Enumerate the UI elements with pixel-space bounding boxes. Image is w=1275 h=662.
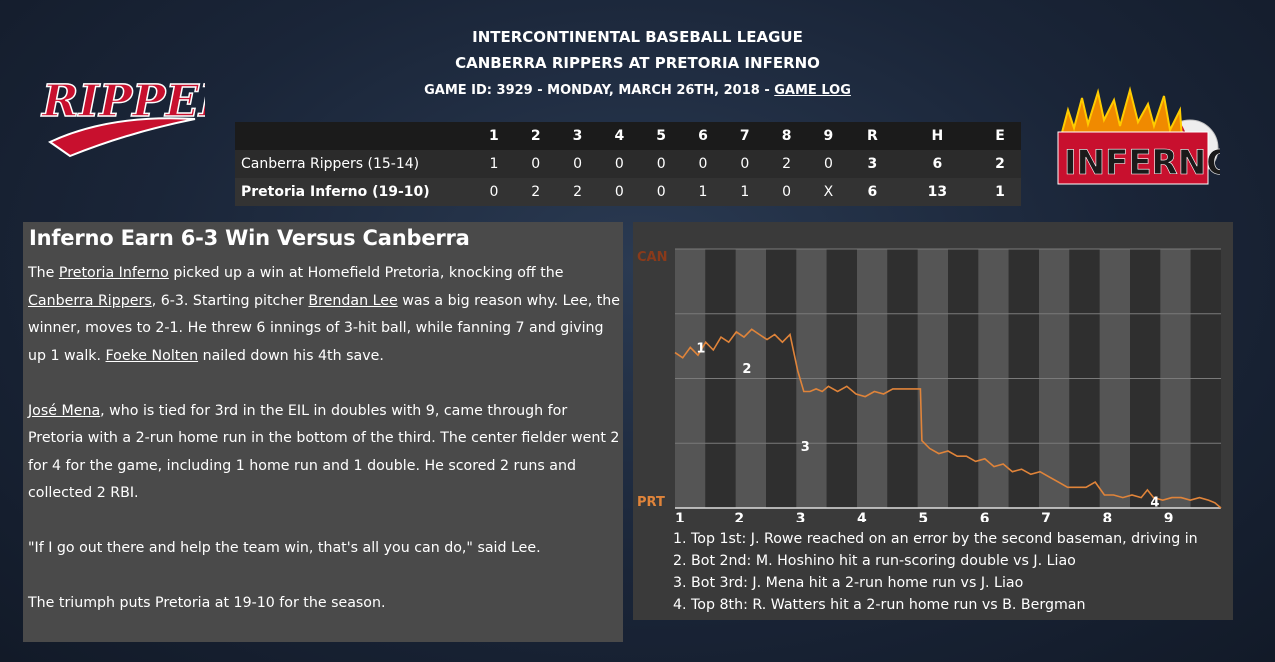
inning-score: 0 xyxy=(614,156,624,172)
game-story-panel: Inferno Earn 6-3 Win Versus Canberra The… xyxy=(23,222,623,642)
inning-score: 0 xyxy=(573,156,582,172)
story-text: nailed down his 4th save. xyxy=(198,347,384,364)
inning-score: 2 xyxy=(782,156,792,172)
inning-score: X xyxy=(823,184,834,200)
inning-header: 2 xyxy=(514,122,557,150)
inferno-logo: INFERNO xyxy=(1057,86,1220,185)
runs-total: 3 xyxy=(867,156,878,172)
game-header: INTERCONTINENTAL BASEBALL LEAGUE CANBERR… xyxy=(0,24,1275,106)
event-marker: 4 xyxy=(1150,496,1159,511)
win-probability-panel: CAN PRT 1 2 3 4 1 2 3 4 5 6 7 8 9 1. Top 1st: J. Rowe … xyxy=(633,222,1233,620)
story-body: The Pretoria Inferno picked up a win at … xyxy=(28,260,623,645)
inning-header: 7 xyxy=(723,122,766,150)
story-paragraph: "If I go out there and help the team win… xyxy=(28,540,541,556)
inning-tick-label: 6 xyxy=(980,511,990,522)
note-item: 2. Bot 2nd: M. Hoshino hit a run-scoring… xyxy=(673,553,1076,569)
story-text: , 6-3. Starting pitcher xyxy=(151,292,309,309)
matchup-title: CANBERRA RIPPERS AT PRETORIA INFERNO xyxy=(455,54,820,72)
errors-total: 1 xyxy=(995,184,1005,200)
inning-tick-label: 9 xyxy=(1164,511,1174,522)
inning-score: 0 xyxy=(782,184,792,200)
rippers-logo-text: RIPPERS xyxy=(40,76,205,127)
inning-header: 5 xyxy=(640,122,683,150)
note-item: 4. Top 8th: R. Watters hit a 2-run home … xyxy=(673,597,1086,613)
inning-header: 6 xyxy=(682,122,724,150)
linescore-row-home: Pretoria Inferno (19-10) 0 2 2 0 0 1 1 0… xyxy=(235,178,1021,206)
inning-header: 4 xyxy=(598,122,641,150)
inning-score: 0 xyxy=(698,156,708,172)
hits-header: H xyxy=(895,122,980,150)
story-text: , who is tied for 3rd in the EIL in doub… xyxy=(28,402,620,502)
game-log-link[interactable]: GAME LOG xyxy=(774,83,851,98)
inning-header: 3 xyxy=(556,122,599,150)
inning-score: 2 xyxy=(531,184,541,200)
event-marker: 3 xyxy=(801,440,810,455)
inning-tick-label: 3 xyxy=(796,511,806,522)
hits-total: 6 xyxy=(932,156,943,172)
linescore-row-away: Canberra Rippers (15-14) 1 0 0 0 0 0 0 2… xyxy=(235,150,1021,178)
inning-tick-label: 7 xyxy=(1041,511,1051,522)
inning-tick-label: 2 xyxy=(734,511,744,522)
story-text: picked up a win at Homefield Pretoria, k… xyxy=(168,265,564,281)
team-link-inferno[interactable]: Pretoria Inferno xyxy=(58,265,169,281)
runs-total: 6 xyxy=(867,184,878,200)
linescore-header-row: 1 2 3 4 5 6 7 8 9 R H E xyxy=(235,122,1021,150)
inning-tick-label: 8 xyxy=(1102,511,1112,522)
errors-total: 2 xyxy=(995,156,1005,172)
story-paragraph: The Pretoria Inferno picked up a win at … xyxy=(28,260,623,370)
rippers-logo: RIPPERS xyxy=(39,75,205,158)
inning-score: 0 xyxy=(489,184,499,200)
story-text: was a big reason why. Lee, the winner, m… xyxy=(28,292,621,364)
inning-score: 1 xyxy=(489,156,499,172)
win-probability-notes: 1. Top 1st: J. Rowe reached on an error … xyxy=(673,528,1233,616)
team-link-rippers[interactable]: Canberra Rippers xyxy=(28,292,152,309)
inning-score: 2 xyxy=(573,184,582,200)
story-headline: Inferno Earn 6-3 Win Versus Canberra xyxy=(29,226,470,250)
inning-header: 8 xyxy=(765,122,808,150)
event-marker: 1 xyxy=(696,341,705,356)
inning-header: 9 xyxy=(807,122,850,150)
inning-score: 0 xyxy=(614,184,624,200)
inning-tick-label: 5 xyxy=(918,511,928,522)
note-item: 1. Top 1st: J. Rowe reached on an error … xyxy=(673,531,1198,547)
story-text: The xyxy=(28,265,59,281)
story-paragraph: The triumph puts Pretoria at 19-10 for t… xyxy=(28,595,386,611)
inferno-logo-text: INFERNO xyxy=(1064,143,1220,183)
linescore-team-header xyxy=(235,122,473,150)
inning-score: 0 xyxy=(823,156,833,172)
note-item: 3. Bot 3rd: J. Mena hit a 2-run home run… xyxy=(673,575,1024,591)
player-link-brendan-lee[interactable]: Brendan Lee xyxy=(308,292,398,309)
runs-header: R xyxy=(849,122,896,150)
hits-total: 13 xyxy=(927,184,948,200)
league-title: INTERCONTINENTAL BASEBALL LEAGUE xyxy=(472,28,803,46)
game-info: GAME ID: 3929 - MONDAY, MARCH 26TH, 2018… xyxy=(0,76,1275,106)
team-label-top: CAN xyxy=(637,250,667,265)
team-name-home[interactable]: Pretoria Inferno (19-10) xyxy=(241,184,430,200)
inning-tick-label: 1 xyxy=(675,511,685,522)
linescore-table: 1 2 3 4 5 6 7 8 9 R H E Canberra Rippers… xyxy=(235,122,1021,206)
inning-score: 0 xyxy=(656,184,666,200)
game-info-text: GAME ID: 3929 - MONDAY, MARCH 26TH, 2018… xyxy=(424,83,775,98)
win-probability-line xyxy=(674,328,1222,509)
errors-header: E xyxy=(979,122,1021,150)
event-marker: 2 xyxy=(742,362,751,377)
inning-score: 0 xyxy=(656,156,666,172)
inning-tick-label: 4 xyxy=(857,511,867,522)
inning-score: 1 xyxy=(740,184,750,200)
win-probability-chart: CAN PRT 1 2 3 4 1 2 3 4 5 6 7 8 9 xyxy=(637,248,1222,522)
story-paragraph: José Mena, who is tied for 3rd in the EI… xyxy=(28,398,623,508)
inning-score: 1 xyxy=(698,184,708,200)
inning-header: 1 xyxy=(473,122,515,150)
player-link-jose-mena[interactable]: José Mena xyxy=(28,402,101,419)
inning-score: 0 xyxy=(531,156,541,172)
team-name-away[interactable]: Canberra Rippers (15-14) xyxy=(241,156,420,172)
player-link-foeke-nolten[interactable]: Foeke Nolten xyxy=(105,347,199,364)
inning-score: 0 xyxy=(740,156,750,172)
team-label-bottom: PRT xyxy=(637,495,665,510)
